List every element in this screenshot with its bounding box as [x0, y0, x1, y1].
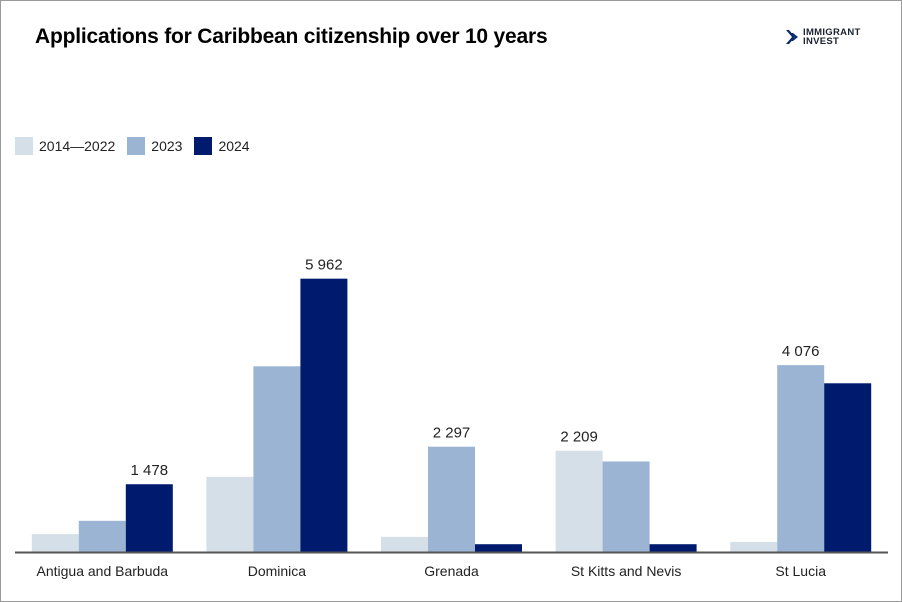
- bar: [475, 544, 522, 552]
- data-label: 2 297: [433, 425, 471, 442]
- bar: [824, 383, 872, 552]
- x-tick-label: Dominica: [248, 563, 307, 579]
- bar: [78, 520, 126, 552]
- bar: [253, 366, 301, 552]
- legend: 2014—2022 2023 2024: [15, 137, 250, 155]
- x-tick-label: Antigua and Barbuda: [37, 563, 169, 579]
- bar: [555, 450, 603, 552]
- bar: [649, 544, 697, 552]
- legend-item: 2023: [127, 137, 182, 155]
- bar: [602, 461, 650, 552]
- data-label: 2 209: [560, 429, 598, 446]
- legend-swatch: [15, 137, 33, 155]
- bar: [300, 278, 348, 552]
- bar: [31, 534, 79, 552]
- bar: [428, 446, 475, 552]
- legend-label: 2014—2022: [39, 138, 116, 154]
- immigrant-invest-logo: IMMIGRANT INVEST: [785, 28, 861, 46]
- legend-label: 2024: [218, 138, 250, 154]
- bar: [777, 365, 825, 552]
- data-label: 4 076: [782, 343, 820, 360]
- legend-item: 2024: [194, 137, 250, 155]
- logo-line1: IMMIGRANT: [803, 27, 861, 38]
- legend-item: 2014—2022: [15, 137, 115, 155]
- logo-arrow-icon: [786, 30, 798, 44]
- bar: [125, 484, 173, 552]
- data-label: 5 962: [305, 257, 343, 274]
- x-tick-label: St Lucia: [775, 563, 826, 579]
- bar: [206, 476, 254, 552]
- legend-label: 2023: [151, 138, 183, 154]
- bar: [381, 536, 428, 552]
- logo-line2: INVEST: [803, 36, 840, 47]
- x-tick-label: Grenada: [424, 563, 479, 579]
- legend-swatch: [194, 137, 213, 155]
- legend-swatch: [127, 137, 146, 155]
- bar: [730, 541, 778, 552]
- x-tick-label: St Kitts and Nevis: [571, 563, 682, 579]
- data-label: 1 478: [131, 462, 169, 479]
- chart-title: Applications for Caribbean citizenship o…: [35, 25, 548, 48]
